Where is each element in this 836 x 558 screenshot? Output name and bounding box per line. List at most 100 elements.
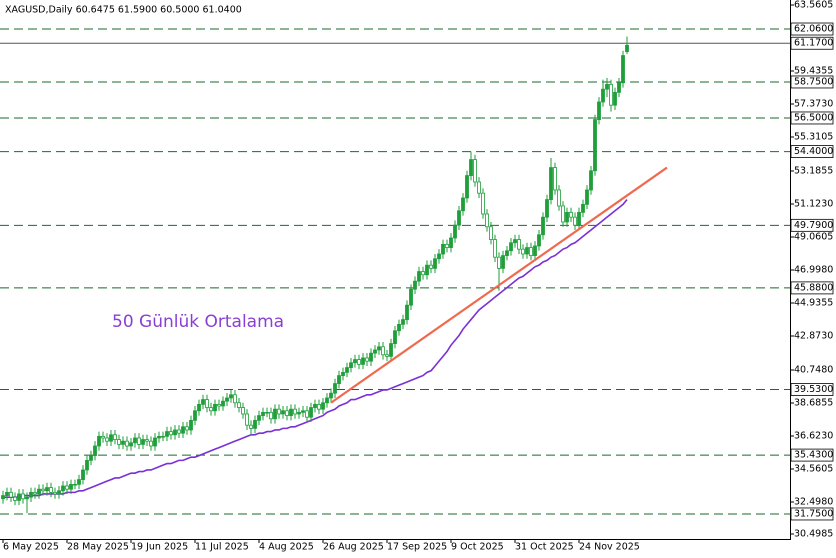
candle-body <box>517 239 521 250</box>
candle-body <box>413 280 417 290</box>
candle-body <box>333 383 337 394</box>
candle-body <box>233 394 237 404</box>
candle-body <box>621 55 625 84</box>
candle-body <box>385 354 389 357</box>
candle-body <box>269 411 273 420</box>
candle-body <box>573 216 577 226</box>
x-tick-label: 6 May 2025 <box>3 542 59 553</box>
level-label-box <box>790 36 834 50</box>
candle-body <box>93 445 97 456</box>
candle-body <box>549 167 553 200</box>
candle-body <box>593 119 597 172</box>
candle-body <box>29 491 33 498</box>
candle-body <box>25 496 29 500</box>
candle-body <box>9 491 13 498</box>
candle-body <box>217 403 221 407</box>
candle-body <box>329 392 333 399</box>
y-tick-label: 57.3730 <box>794 99 833 110</box>
candle-body <box>485 213 489 228</box>
candle-body <box>161 435 165 438</box>
candle-body <box>369 352 373 362</box>
candle-body <box>469 159 473 176</box>
x-tick-label: 19 Jun 2025 <box>131 542 188 553</box>
candle-body <box>125 440 129 447</box>
x-tick-label: 31 Oct 2025 <box>515 542 574 553</box>
candle-body <box>381 346 385 356</box>
candle-body <box>73 483 77 486</box>
candle-body <box>373 349 377 354</box>
y-tick-label: 38.6855 <box>794 398 833 409</box>
candle-body <box>357 359 361 365</box>
y-tick-label: 59.4355 <box>794 66 833 77</box>
candle-body <box>513 239 517 244</box>
level-label-box <box>790 383 834 396</box>
candle-body <box>509 242 513 252</box>
candle-body <box>493 239 497 258</box>
candle-body <box>265 411 269 414</box>
x-tick-label: 9 Oct 2025 <box>451 542 504 553</box>
candle-body <box>325 397 329 404</box>
candle-body <box>85 459 89 471</box>
candle-body <box>145 439 149 442</box>
candle-body <box>225 397 229 402</box>
candle-body <box>189 419 193 431</box>
candle-body <box>301 410 305 413</box>
candle-body <box>13 496 17 501</box>
candle-body <box>297 411 301 415</box>
candle-body <box>353 359 357 364</box>
candle-body <box>605 83 609 90</box>
candle-body <box>41 488 45 492</box>
candle-body <box>137 437 141 445</box>
candle-body <box>533 245 537 256</box>
candle-body <box>565 211 569 223</box>
candle-body <box>625 44 629 53</box>
level-label-box <box>790 22 834 36</box>
candle-body <box>429 264 433 269</box>
candle-body <box>609 83 613 106</box>
y-tick-label: 55.3105 <box>794 132 833 143</box>
y-tick-label: 63.5605 <box>794 0 833 11</box>
candle-body <box>241 407 245 415</box>
candle-body <box>201 399 205 405</box>
candle-body <box>169 431 173 436</box>
candle-body <box>181 426 185 434</box>
plot <box>0 28 790 515</box>
candle-body <box>21 493 25 500</box>
candle-body <box>61 485 65 492</box>
candle-body <box>481 192 485 215</box>
candle-body <box>365 357 369 362</box>
x-tick-label: 28 May 2025 <box>67 542 129 553</box>
candle-body <box>205 399 209 408</box>
candle-body <box>309 407 313 418</box>
trendline <box>330 166 668 404</box>
candle-body <box>377 346 381 351</box>
candle-body <box>221 400 225 407</box>
candle-body <box>153 437 157 447</box>
chart-title: XAGUSD,Daily 60.6475 61.5900 60.5000 61.… <box>5 5 242 16</box>
x-tick-label: 17 Sep 2025 <box>387 542 447 553</box>
candle-body <box>405 304 409 320</box>
candle-body <box>489 226 493 240</box>
level-label: 62.0600 <box>794 24 833 35</box>
level-label-box <box>790 145 834 158</box>
candle-body <box>477 181 481 194</box>
candle-body <box>529 247 533 256</box>
level-label-box <box>790 75 834 89</box>
candle-body <box>173 429 177 436</box>
candle-body <box>177 429 181 434</box>
candle-body <box>561 205 565 223</box>
level-label: 49.7900 <box>794 220 833 231</box>
candle-body <box>185 426 189 431</box>
candle-body <box>305 410 309 418</box>
y-tick-label: 53.1855 <box>794 166 833 177</box>
candle-body <box>525 247 529 255</box>
candle-body <box>453 224 457 239</box>
candle-body <box>545 199 549 218</box>
candle-body <box>401 319 405 325</box>
candle-body <box>77 479 81 485</box>
candle-body <box>249 424 253 429</box>
annotation: 50 Günlük Ortalama <box>112 312 284 332</box>
level-label-box <box>790 507 834 521</box>
candle-body <box>337 375 341 384</box>
